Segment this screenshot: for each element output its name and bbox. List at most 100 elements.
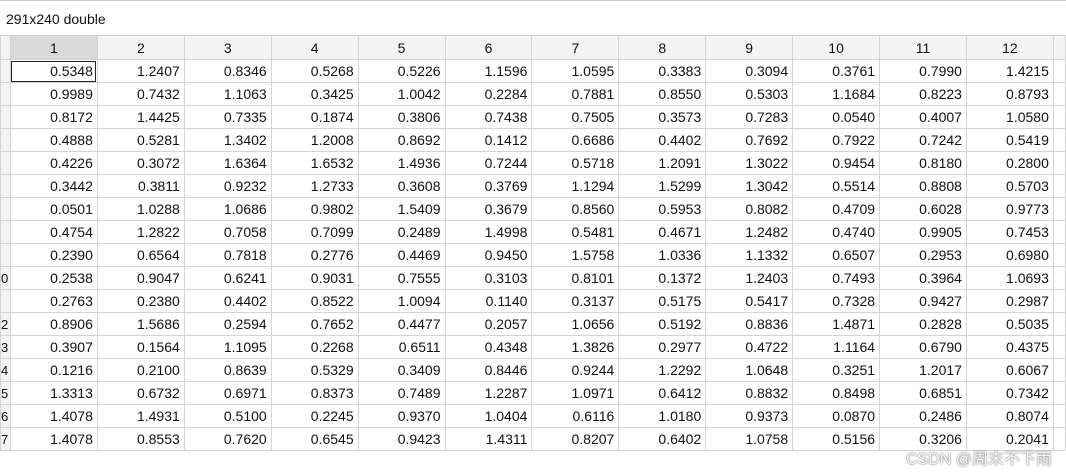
cell[interactable]: 1.0656 bbox=[531, 312, 620, 336]
cell[interactable]: 1.0971 bbox=[531, 381, 620, 405]
cell[interactable]: 0.3094 bbox=[705, 59, 794, 83]
cell[interactable]: 0.7283 bbox=[705, 105, 794, 129]
cell[interactable]: 0.6564 bbox=[96, 243, 185, 267]
cell[interactable]: 0.7990 bbox=[879, 59, 967, 83]
row-header[interactable]: 3 bbox=[0, 335, 11, 359]
cell[interactable]: 0.5281 bbox=[96, 128, 185, 152]
cell[interactable]: 0.6790 bbox=[879, 335, 967, 359]
cell[interactable]: 0.5329 bbox=[270, 358, 359, 382]
cell[interactable]: 0.1874 bbox=[270, 105, 359, 129]
cell[interactable]: 0.4402 bbox=[183, 289, 272, 313]
cell[interactable]: 1.0042 bbox=[357, 82, 446, 106]
cell[interactable]: 0.9450 bbox=[444, 243, 533, 267]
cell[interactable]: 1.2008 bbox=[270, 128, 359, 152]
cell[interactable]: 0.8074 bbox=[965, 404, 1054, 428]
row-header[interactable] bbox=[0, 82, 11, 106]
cell[interactable]: 0.8101 bbox=[531, 266, 620, 290]
cell[interactable]: 1.0648 bbox=[705, 358, 794, 382]
cell[interactable]: 0.3769 bbox=[444, 174, 533, 198]
cell[interactable]: 0.3409 bbox=[357, 358, 446, 382]
cell[interactable]: 0.2800 bbox=[965, 151, 1054, 175]
cell[interactable]: 0.9454 bbox=[792, 151, 881, 175]
cell[interactable]: 0.6116 bbox=[531, 404, 620, 428]
cell[interactable]: 1.2733 bbox=[270, 174, 359, 198]
cell[interactable]: 0.3425 bbox=[270, 82, 359, 106]
cell[interactable]: 0.9773 bbox=[965, 197, 1054, 221]
cell[interactable]: 1.0336 bbox=[618, 243, 707, 267]
cell[interactable]: 1.2822 bbox=[96, 220, 185, 244]
cell[interactable]: 0.2953 bbox=[879, 243, 967, 267]
cell[interactable]: 1.4215 bbox=[965, 59, 1054, 83]
cell[interactable]: 1.3042 bbox=[705, 174, 794, 198]
cell[interactable]: 0.4671 bbox=[618, 220, 707, 244]
cell[interactable]: 0.2489 bbox=[357, 220, 446, 244]
cell[interactable]: 0.1140 bbox=[444, 289, 533, 313]
row-header[interactable] bbox=[0, 243, 11, 267]
cell[interactable]: 0.0501 bbox=[9, 197, 98, 221]
cell[interactable]: 1.3826 bbox=[531, 335, 620, 359]
column-header[interactable]: 9 bbox=[705, 35, 794, 60]
cell[interactable]: 0.7242 bbox=[879, 128, 967, 152]
row-header[interactable] bbox=[0, 59, 11, 83]
cell[interactable]: 0.4709 bbox=[792, 197, 881, 221]
cell[interactable]: 0.2057 bbox=[444, 312, 533, 336]
cell[interactable]: 0.8639 bbox=[183, 358, 272, 382]
cell[interactable]: 0.5703 bbox=[965, 174, 1054, 198]
cell[interactable]: 0.0870 bbox=[792, 404, 881, 428]
cell[interactable]: 0.4740 bbox=[792, 220, 881, 244]
cell[interactable]: 0.2284 bbox=[444, 82, 533, 106]
column-header[interactable]: 2 bbox=[96, 35, 185, 60]
cell[interactable]: 0.4477 bbox=[357, 312, 446, 336]
cell[interactable]: 0.7438 bbox=[444, 105, 533, 129]
cell[interactable]: 1.5758 bbox=[531, 243, 620, 267]
cell[interactable]: 0.1412 bbox=[444, 128, 533, 152]
cell[interactable]: 0.7489 bbox=[357, 381, 446, 405]
cell[interactable]: 0.9905 bbox=[879, 220, 967, 244]
cell[interactable]: 0.8498 bbox=[792, 381, 881, 405]
cell[interactable]: 0.7620 bbox=[183, 427, 272, 451]
cell[interactable]: 0.5226 bbox=[357, 59, 446, 83]
cell[interactable]: 0.3964 bbox=[879, 266, 967, 290]
cell[interactable]: 0.8550 bbox=[618, 82, 707, 106]
cell[interactable]: 0.8180 bbox=[879, 151, 967, 175]
cell[interactable]: 0.3907 bbox=[9, 335, 98, 359]
cell[interactable]: 0.9373 bbox=[705, 404, 794, 428]
cell[interactable]: 0.5514 bbox=[792, 174, 881, 198]
cell[interactable]: 0.7818 bbox=[183, 243, 272, 267]
cell[interactable]: 0.2594 bbox=[183, 312, 272, 336]
cell[interactable]: 0.8223 bbox=[879, 82, 967, 106]
cell[interactable]: 0.6980 bbox=[965, 243, 1054, 267]
cell[interactable]: 1.4311 bbox=[444, 427, 533, 451]
cell[interactable]: 0.3679 bbox=[444, 197, 533, 221]
cell[interactable]: 0.9244 bbox=[531, 358, 620, 382]
cell[interactable]: 0.2380 bbox=[96, 289, 185, 313]
cell[interactable]: 0.8346 bbox=[183, 59, 272, 83]
cell[interactable]: 0.1372 bbox=[618, 266, 707, 290]
column-header[interactable]: 3 bbox=[183, 35, 272, 60]
cell[interactable]: 0.6028 bbox=[879, 197, 967, 221]
cell[interactable]: 1.5299 bbox=[618, 174, 707, 198]
cell[interactable]: 0.5718 bbox=[531, 151, 620, 175]
cell[interactable]: 0.1564 bbox=[96, 335, 185, 359]
row-header[interactable] bbox=[0, 197, 11, 221]
cell[interactable]: 1.1332 bbox=[705, 243, 794, 267]
cell[interactable]: 0.4007 bbox=[879, 105, 967, 129]
cell[interactable]: 1.0758 bbox=[705, 427, 794, 451]
cell[interactable]: 0.7922 bbox=[792, 128, 881, 152]
cell[interactable]: 0.7244 bbox=[444, 151, 533, 175]
cell[interactable]: 1.2017 bbox=[879, 358, 967, 382]
cell[interactable]: 1.0595 bbox=[531, 59, 620, 83]
cell[interactable]: 1.0580 bbox=[965, 105, 1054, 129]
column-header[interactable]: 8 bbox=[618, 35, 707, 60]
cell[interactable]: 0.3442 bbox=[9, 174, 98, 198]
cell[interactable]: 0.6851 bbox=[879, 381, 967, 405]
cell[interactable]: 1.1596 bbox=[444, 59, 533, 83]
cell[interactable]: 0.4754 bbox=[9, 220, 98, 244]
cell[interactable]: 0.3072 bbox=[96, 151, 185, 175]
cell[interactable]: 0.7099 bbox=[270, 220, 359, 244]
cell[interactable]: 0.4375 bbox=[965, 335, 1054, 359]
row-header[interactable] bbox=[0, 220, 11, 244]
cell[interactable]: 0.5175 bbox=[618, 289, 707, 313]
cell[interactable]: 0.4348 bbox=[444, 335, 533, 359]
cell[interactable]: 1.1294 bbox=[531, 174, 620, 198]
